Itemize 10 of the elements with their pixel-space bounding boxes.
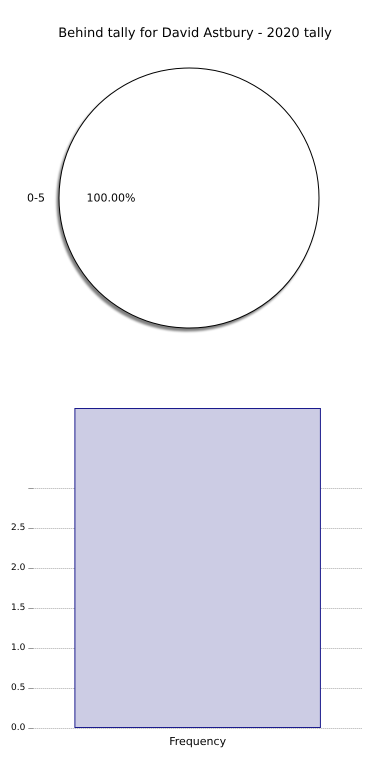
x-tick-label: Frequency [169, 735, 227, 748]
y-tick-label: 1.5 [10, 603, 26, 613]
chart-title: Behind tally for David Astbury - 2020 tally [58, 26, 332, 41]
y-tick-label: 0.5 [10, 683, 26, 693]
y-tick-label: 2.0 [10, 563, 26, 573]
slice-label: 0-5 [27, 192, 45, 204]
y-tick-label: 0.0 [10, 723, 26, 733]
y-tick-label: 2.5 [10, 523, 26, 533]
data-label: 100.00% [86, 192, 136, 204]
y-tick-label: 1.0 [10, 643, 26, 653]
